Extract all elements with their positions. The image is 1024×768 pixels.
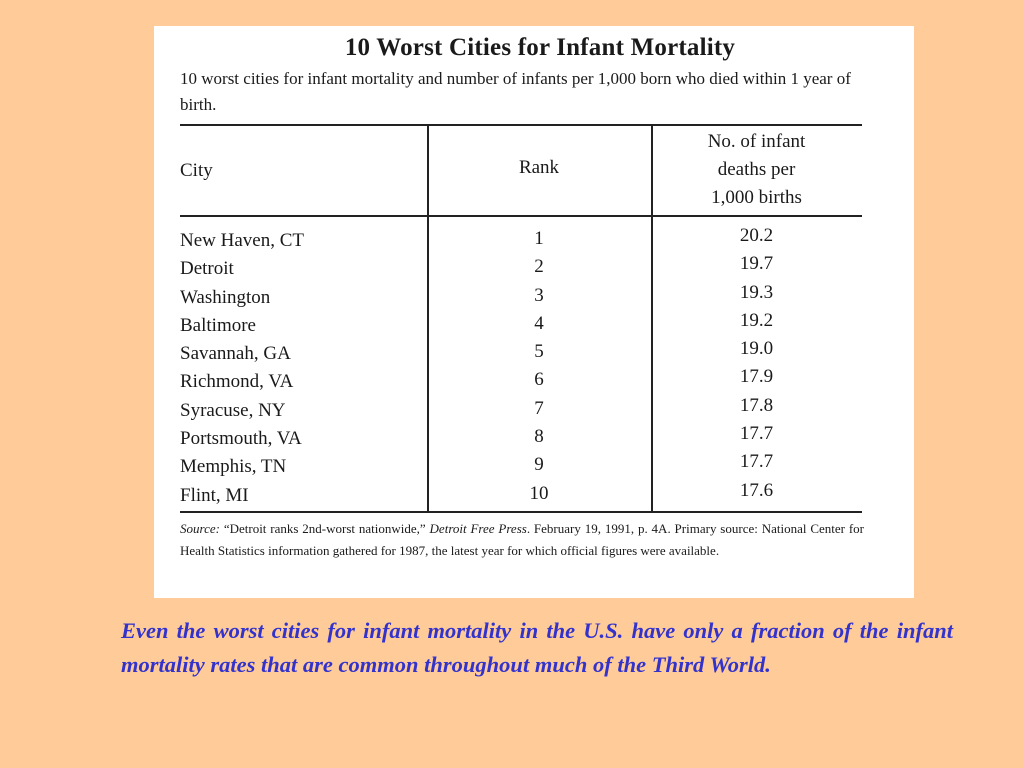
- table-row: Richmond, VA 6 17.9: [154, 366, 914, 397]
- cell-city: Savannah, GA: [180, 343, 291, 365]
- cell-deaths: 20.2: [739, 225, 774, 246]
- source-note: Source: “Detroit ranks 2nd-worst nationw…: [180, 518, 864, 562]
- table-row: Savannah, GA 5 19.0: [154, 338, 914, 369]
- column-divider-1: [427, 124, 429, 512]
- header-city: City: [180, 160, 213, 181]
- table-row: Washington 3 19.3: [154, 281, 914, 313]
- cell-deaths: 17.7: [739, 423, 774, 445]
- table-row: Flint, MI 10 17.6: [154, 479, 914, 511]
- header-deaths-line-3: 1,000 births: [711, 187, 802, 208]
- cell-city: Baltimore: [180, 314, 256, 336]
- table-subtitle: 10 worst cities for infant mortality and…: [180, 69, 851, 114]
- source-details: . February 19, 1991, p. 4A. Primary sour…: [180, 521, 865, 558]
- bottom-rule: [180, 511, 862, 513]
- cell-deaths: 17.8: [739, 394, 774, 416]
- table-title: 10 Worst Cities for Infant Mortality: [344, 34, 736, 61]
- cell-deaths: 17.6: [739, 479, 774, 501]
- header-rule: [180, 215, 862, 217]
- slide-caption: Even the worst cities for infant mortali…: [121, 618, 953, 677]
- source-quote: “Detroit ranks 2nd-worst nationwide,”: [223, 521, 426, 536]
- table-body: New Haven, CT 1 20.2 Detroit 2 19.7 Wash…: [154, 225, 914, 511]
- table-row: Portsmouth, VA 8 17.7: [154, 423, 914, 454]
- cell-rank: 6: [534, 369, 544, 391]
- cell-rank: 7: [534, 397, 544, 419]
- cell-rank: 3: [534, 284, 544, 306]
- cell-rank: 4: [534, 312, 544, 334]
- cell-deaths: 19.2: [739, 309, 774, 331]
- cell-city: Richmond, VA: [180, 371, 294, 393]
- cell-rank: 1: [534, 228, 544, 249]
- source-publication: Detroit Free Press: [429, 521, 527, 536]
- cell-city: Memphis, TN: [180, 456, 287, 478]
- cell-deaths: 19.7: [739, 253, 774, 275]
- table-row: Detroit 2 19.7: [154, 253, 914, 284]
- cell-city: Syracuse, NY: [180, 399, 286, 421]
- cell-rank: 8: [534, 426, 544, 448]
- cell-rank: 10: [529, 482, 549, 504]
- header-deaths: No. of infant deaths per 1,000 births: [651, 128, 862, 212]
- top-rule: [180, 124, 862, 126]
- table-row: New Haven, CT 1 20.2: [154, 225, 914, 256]
- table-image: 10 Worst Cities for Infant Mortality 10 …: [154, 26, 914, 598]
- header-deaths-line-1: No. of infant: [707, 131, 806, 152]
- cell-city: Washington: [180, 286, 271, 308]
- cell-rank: 2: [534, 256, 544, 278]
- cell-city: Portsmouth, VA: [180, 428, 302, 450]
- header-rank: Rank: [518, 157, 560, 178]
- header-deaths-line-2: deaths per: [717, 159, 796, 180]
- cell-rank: 5: [534, 341, 544, 363]
- cell-rank: 9: [534, 454, 544, 476]
- column-divider-2: [651, 124, 653, 512]
- table-row: Syracuse, NY 7 17.8: [154, 394, 914, 426]
- cell-deaths: 19.0: [739, 338, 774, 360]
- cell-deaths: 17.7: [739, 451, 774, 473]
- cell-city: New Haven, CT: [180, 230, 304, 251]
- cell-city: Detroit: [180, 258, 234, 280]
- table-row: Memphis, TN 9 17.7: [154, 451, 914, 482]
- table-row: Baltimore 4 19.2: [154, 309, 914, 341]
- cell-deaths: 19.3: [739, 281, 774, 303]
- source-label: Source:: [180, 521, 220, 536]
- cell-city: Flint, MI: [180, 484, 249, 506]
- cell-deaths: 17.9: [739, 366, 774, 388]
